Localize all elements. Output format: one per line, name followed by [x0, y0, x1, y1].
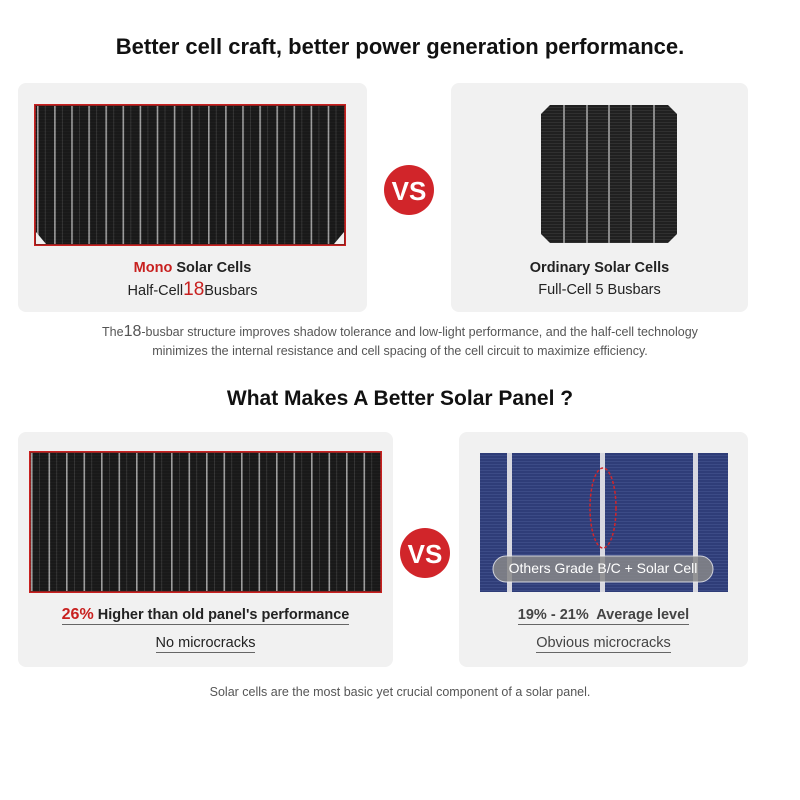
section-title: Better cell craft, better power generati…	[115, 34, 685, 59]
vs-text: VS	[391, 176, 427, 206]
product-name: Mono Solar Cells	[18, 260, 367, 276]
panel-texture	[30, 452, 381, 592]
performance-line: 19% - 21% Average level	[459, 607, 748, 625]
vs-badge	[384, 165, 434, 215]
section-title: What Makes A Better Solar Panel ?	[226, 387, 574, 410]
number: 18	[123, 323, 142, 340]
product-sub: Full-Cell 5 Busbars	[538, 282, 661, 298]
description: The18-busbar structure improves shadow t…	[40, 322, 760, 361]
vs-badge	[400, 528, 450, 578]
text: No microcracks	[155, 635, 256, 653]
text: Obvious microcracks	[536, 635, 671, 653]
performance-line: 26% Higher than old panel's performance	[18, 606, 393, 625]
text: Half-Cell	[127, 283, 184, 299]
busbars	[563, 105, 655, 243]
busbars	[507, 453, 698, 592]
overlay-pill	[492, 555, 714, 583]
highlight: Mono	[133, 260, 173, 276]
product-name: Ordinary Solar Cells	[529, 260, 670, 276]
text: Solar Cells	[172, 260, 252, 276]
text: The	[102, 325, 124, 339]
text: Busbars	[204, 283, 258, 299]
vs-text: VS	[407, 539, 443, 569]
panel-corner	[334, 232, 344, 244]
text: 19% - 21% Average level	[517, 607, 690, 625]
product-sub: Half-Cell18Busbars	[18, 279, 367, 301]
highlight: 26%	[61, 606, 94, 623]
footer-note: Solar cells are the most basic yet cruci…	[209, 685, 591, 699]
crack-highlight	[589, 467, 617, 549]
text: minimizes the internal resistance and ce…	[152, 344, 648, 358]
panel-texture	[35, 105, 345, 245]
quality-line: Obvious microcracks	[459, 635, 748, 653]
text: -busbar structure improves shadow tolera…	[141, 325, 698, 339]
quality-line: No microcracks	[18, 635, 393, 653]
highlight: 18	[183, 279, 205, 300]
overlay-label: Others Grade B/C + Solar Cell	[508, 560, 698, 576]
panel-corner	[36, 232, 46, 244]
text: Higher than old panel's performance	[93, 607, 350, 623]
